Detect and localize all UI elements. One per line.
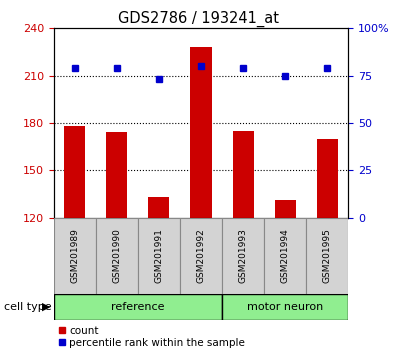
Text: ▶: ▶ [41, 302, 50, 312]
Bar [106, 132, 127, 218]
Text: GSM201992: GSM201992 [197, 228, 205, 283]
Bar [191, 47, 211, 218]
Bar [306, 218, 348, 294]
Bar [264, 218, 306, 294]
Text: GDS2786 / 193241_at: GDS2786 / 193241_at [119, 11, 279, 27]
Bar [232, 131, 254, 218]
Text: GSM201993: GSM201993 [238, 228, 248, 283]
Bar [275, 200, 296, 218]
Legend: count, percentile rank within the sample: count, percentile rank within the sample [59, 326, 245, 348]
Text: GSM201990: GSM201990 [112, 228, 121, 283]
Bar [317, 139, 338, 218]
Bar [54, 294, 222, 320]
Text: motor neuron: motor neuron [247, 302, 323, 312]
Text: cell type: cell type [4, 302, 52, 312]
Text: GSM201991: GSM201991 [154, 228, 164, 283]
Text: GSM201989: GSM201989 [70, 228, 79, 283]
Bar [54, 218, 96, 294]
Bar [96, 218, 138, 294]
Bar [64, 126, 85, 218]
Bar [222, 218, 264, 294]
Text: GSM201995: GSM201995 [323, 228, 332, 283]
Bar [138, 218, 180, 294]
Text: reference: reference [111, 302, 165, 312]
Text: GSM201994: GSM201994 [281, 228, 290, 283]
Bar [148, 197, 170, 218]
Bar [222, 294, 348, 320]
Bar [180, 218, 222, 294]
